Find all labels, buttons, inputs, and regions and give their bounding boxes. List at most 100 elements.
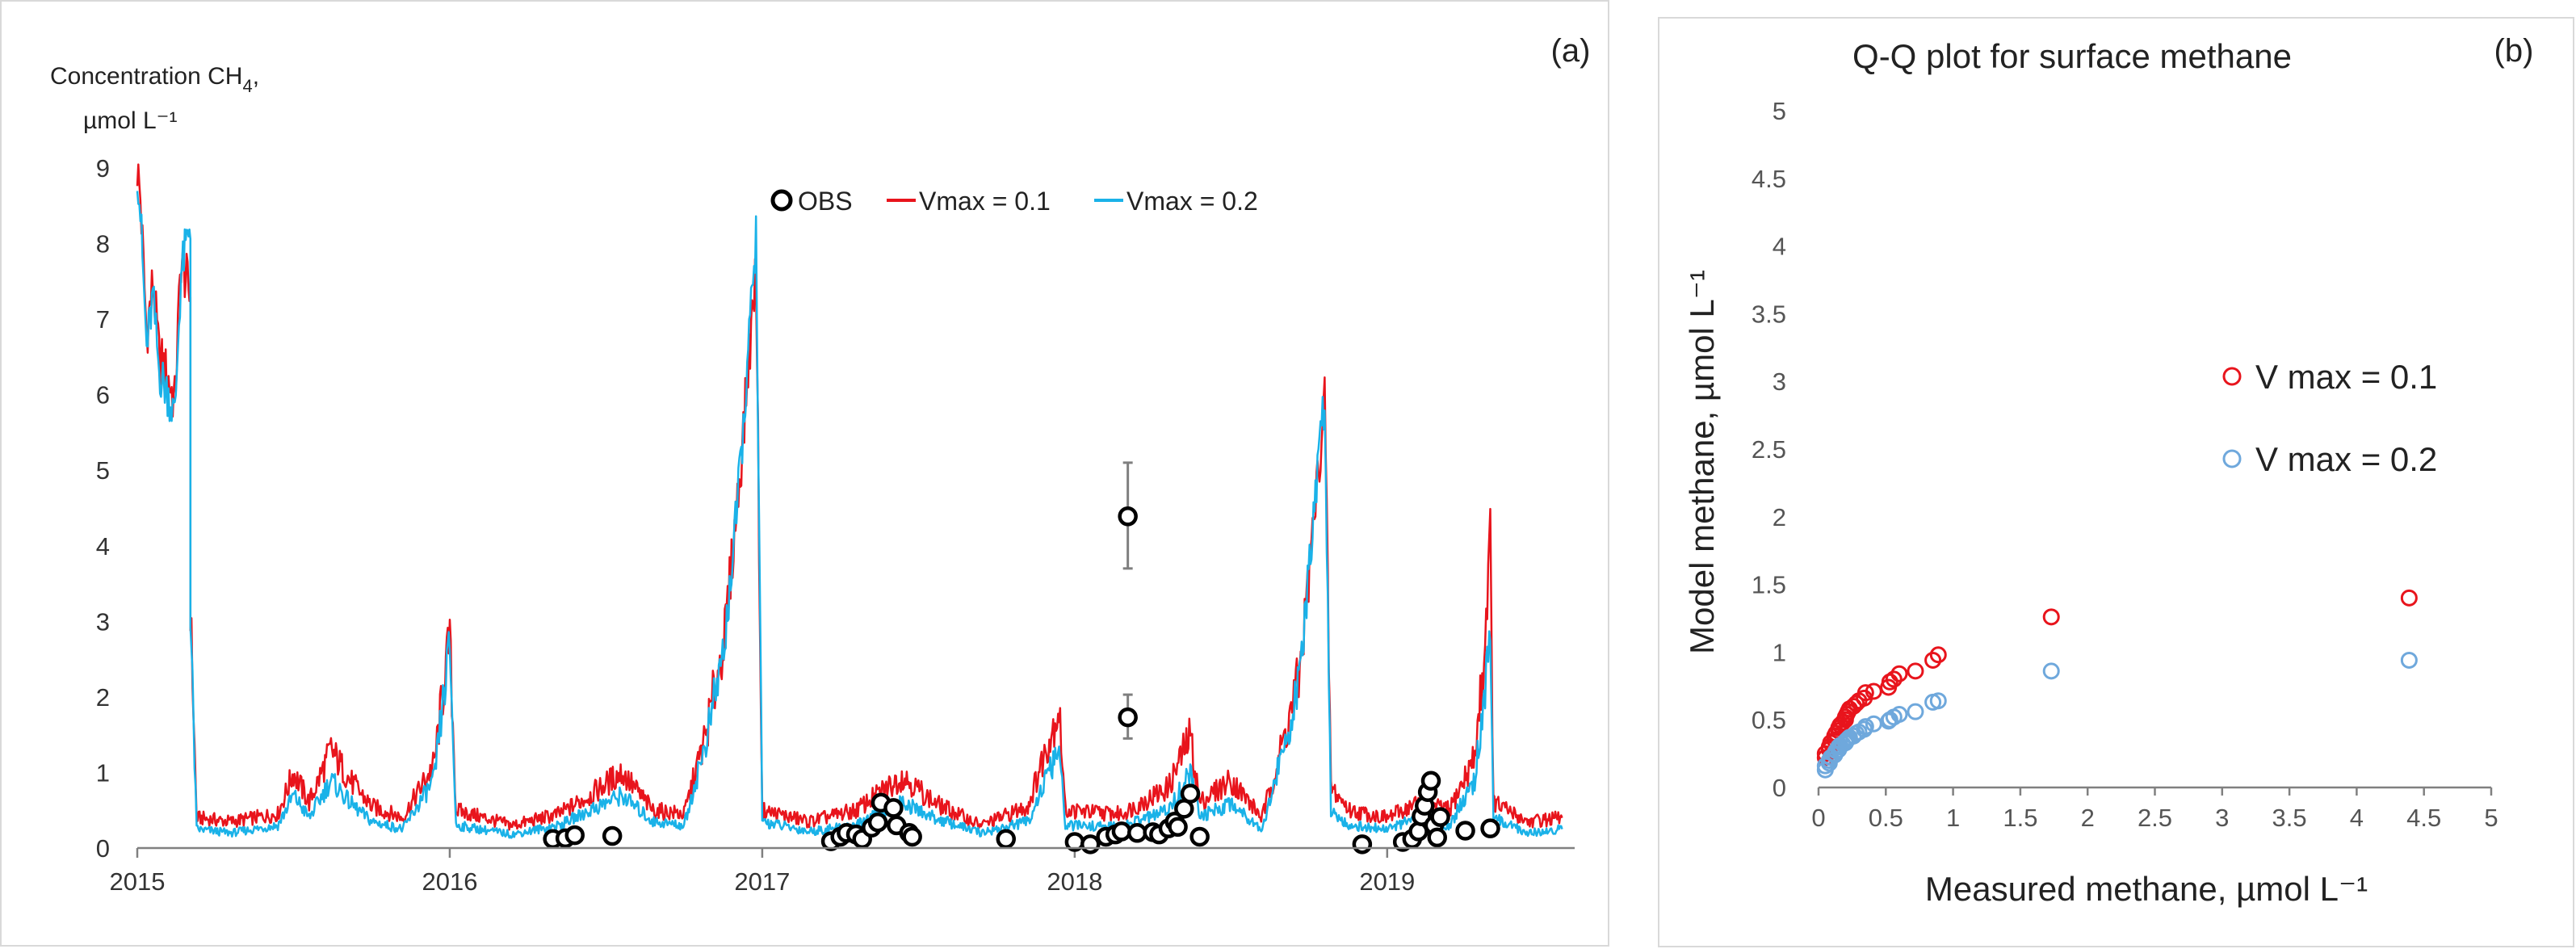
qq-series1-point-30 (2042, 662, 2060, 680)
panel-a-y-tick-8: 8 (96, 230, 110, 258)
panel-b-legend: V max = 0.1 V max = 0.2 (2222, 358, 2437, 478)
qq-series1-point-27 (1907, 703, 1924, 720)
obs-point-3 (602, 825, 623, 846)
panel-b-frame (1658, 17, 2574, 947)
panel-a-y-tick-labels: 0 1 2 3 4 5 6 7 8 9 (96, 154, 110, 863)
panel-a-y-tick-1: 1 (96, 758, 110, 787)
panel-b-y-tick-labels: 0 0.5 1 1.5 2 2.5 3 3.5 4 4.5 5 (1752, 97, 1786, 802)
legend-vmax02-label: Vmax = 0.2 (1126, 187, 1258, 216)
obs-point-42 (1427, 827, 1447, 848)
series-vmax01-line (136, 163, 1563, 831)
legend-obs-label: OBS (798, 187, 853, 216)
panel-a-ylabel-units: µmol L⁻¹ (83, 107, 177, 134)
obs-point-24 (1127, 823, 1147, 843)
panel-a-y-tick-7: 7 (96, 305, 110, 334)
obs-point-32 (1189, 826, 1210, 847)
panel-b-x-tick-7: 3.5 (2272, 804, 2307, 832)
panel-b-x-tick-5: 2.5 (2138, 804, 2172, 832)
panel-a-x-ticks: 2015 2016 2017 2018 2019 (110, 848, 1415, 896)
obs-point-22 (1118, 707, 1138, 728)
panel-a-frame (0, 0, 1609, 947)
panel-a-x-tick-2018: 2018 (1047, 867, 1102, 896)
panel-b-y-tick-7: 3.5 (1752, 300, 1786, 328)
obs-point-29 (1168, 817, 1188, 838)
qq-series0-point-25 (1885, 670, 1903, 688)
panel-b-label: (b) (2494, 33, 2534, 69)
panel-b-y-tick-2: 1 (1773, 638, 1786, 666)
legend-vmax01-label: Vmax = 0.1 (919, 187, 1051, 216)
panel-a-y-tick-9: 9 (96, 154, 110, 183)
panel-a: (a) Concentration CH4, µmol L⁻¹ 01234567… (50, 33, 1590, 896)
panel-a-y-tick-0: 0 (96, 834, 110, 863)
panel-b-points (1816, 589, 2418, 779)
panel-b-y-tick-9: 4.5 (1752, 165, 1786, 193)
series-vmax02-line (136, 191, 1563, 839)
qq-series0-point-28 (1924, 651, 1942, 669)
panel-b-y-tick-8: 4 (1773, 233, 1786, 261)
obs-point-31 (1180, 783, 1201, 804)
obs-point-43 (1430, 807, 1450, 827)
panel-a-ylabel: Concentration CH4, (50, 63, 259, 96)
panel-b-x-ticks: 0 0.5 1 1.5 2 2.5 3 3.5 4 4.5 5 (1811, 787, 2498, 832)
panel-b-x-tick-3: 1.5 (2003, 804, 2037, 832)
panel-a-y-tick-2: 2 (96, 683, 110, 712)
qq-series1-point-26 (1890, 705, 1908, 723)
panel-a-y-tick-6: 6 (96, 381, 110, 409)
obs-point-18 (1080, 834, 1101, 855)
panel-b-x-tick-10: 5 (2484, 804, 2498, 832)
panel-b-x-tick-9: 4.5 (2406, 804, 2441, 832)
qq-series0-point-21 (1856, 684, 1874, 702)
obs-point-44 (1455, 821, 1475, 841)
qq-series0-point-27 (1907, 662, 1924, 680)
panel-b-ylabel: Model methane, µmol L⁻¹ (1683, 270, 1721, 654)
panel-a-y-tick-3: 3 (96, 607, 110, 636)
qq-series1-point-31 (2400, 651, 2418, 669)
panel-a-ylabel-comma: , (253, 63, 259, 90)
legend-b-vmax01-marker (2222, 367, 2242, 386)
obs-point-21 (1111, 821, 1132, 842)
obs-point-12 (883, 798, 904, 818)
panel-b-y-tick-3: 1.5 (1752, 571, 1786, 599)
qq-series0-point-17 (1844, 697, 1862, 715)
panel-b-y-tick-1: 0.5 (1752, 706, 1786, 734)
qq-series0-point-29 (1929, 646, 1947, 664)
panel-b-x-tick-8: 4 (2350, 804, 2364, 832)
obs-point-33 (1352, 834, 1373, 855)
panel-b-x-tick-0: 0 (1811, 804, 1825, 832)
panel-a-legend: OBS Vmax = 0.1 Vmax = 0.2 (770, 187, 1258, 216)
obs-point-40 (1420, 771, 1441, 791)
legend-b-vmax01-label: V max = 0.1 (2255, 358, 2437, 396)
panel-a-obs-markers (543, 461, 1500, 855)
panel-a-y-tick-5: 5 (96, 456, 110, 485)
panel-b-x-tick-2: 1 (1946, 804, 1960, 832)
panel-b-y-tick-0: 0 (1773, 774, 1786, 802)
panel-a-x-tick-2016: 2016 (422, 867, 477, 896)
panel-b-y-tick-5: 2.5 (1752, 435, 1786, 464)
qq-series0-point-31 (2400, 589, 2418, 607)
obs-point-15 (902, 826, 922, 847)
panel-b-x-tick-4: 2 (2081, 804, 2095, 832)
panel-b-x-tick-1: 0.5 (1869, 804, 1903, 832)
panel-b-xlabel: Measured methane, µmol L⁻¹ (1925, 870, 2368, 908)
panel-a-x-tick-2017: 2017 (734, 867, 790, 896)
panel-b-y-tick-4: 2 (1773, 503, 1786, 531)
panel-b: Q-Q plot for surface methane (b) Model m… (1683, 33, 2533, 908)
qq-series0-point-30 (2042, 608, 2060, 626)
obs-point-45 (1480, 818, 1500, 838)
qq-series1-point-29 (1929, 692, 1947, 710)
qq-series0-point-26 (1890, 665, 1908, 682)
obs-point-2 (564, 825, 585, 846)
panel-a-label: (a) (1551, 33, 1591, 69)
panel-a-x-tick-2019: 2019 (1359, 867, 1415, 896)
panel-b-y-tick-10: 5 (1773, 97, 1786, 125)
obs-point-23 (1118, 506, 1138, 527)
panel-b-y-tick-6: 3 (1773, 367, 1786, 396)
obs-point-10 (867, 812, 888, 833)
qq-series0-point-22 (1865, 682, 1882, 700)
panel-a-series-lines (136, 163, 1563, 839)
legend-b-vmax02-label: V max = 0.2 (2255, 440, 2437, 478)
obs-point-16 (996, 829, 1016, 850)
qq-series1-point-21 (1856, 718, 1874, 736)
